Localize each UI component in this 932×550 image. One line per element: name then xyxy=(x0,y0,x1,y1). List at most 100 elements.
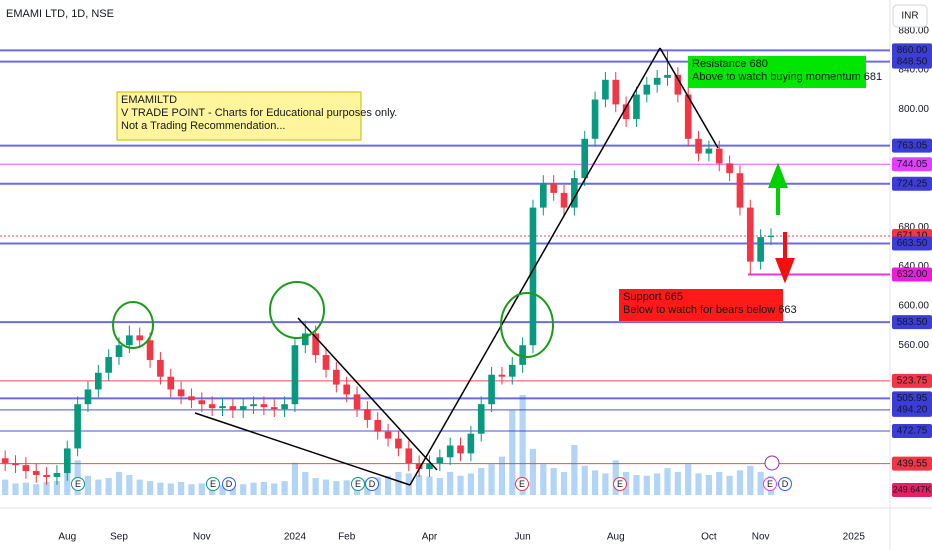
price-label: 744.05 xyxy=(897,159,928,170)
candle-body xyxy=(198,400,206,405)
candle-body xyxy=(353,394,361,410)
volume-bar xyxy=(43,481,50,495)
volume-bar xyxy=(757,471,764,495)
candle-body xyxy=(146,340,154,360)
trendline xyxy=(194,412,411,486)
event-icon xyxy=(778,477,792,491)
candle-body xyxy=(426,463,433,470)
candle-body xyxy=(208,404,216,409)
x-tick-label: Feb xyxy=(338,532,356,543)
volume-bar xyxy=(260,481,267,495)
annotation-text: Support 665 xyxy=(623,291,683,303)
drawings xyxy=(112,47,795,486)
event-icon xyxy=(71,477,85,491)
price-label: 583.50 xyxy=(897,317,928,328)
circle-highlight xyxy=(500,292,554,358)
axes: 880.00 840.00 800.00 680.00 640.00 600.00 560.… xyxy=(58,25,932,543)
annotation-text: V TRADE POINT - Charts for Educational p… xyxy=(121,107,397,119)
candle-body xyxy=(250,404,257,407)
candle-body xyxy=(312,333,319,356)
event-icon xyxy=(515,477,529,491)
annotation-box xyxy=(116,91,362,141)
volume-bar xyxy=(136,479,143,495)
event-letter: D xyxy=(226,479,233,489)
x-tick-label: Sep xyxy=(110,532,128,543)
candle-body xyxy=(415,463,423,470)
trendline xyxy=(297,317,438,471)
candle-body xyxy=(63,448,71,474)
volume-bar xyxy=(322,479,330,495)
candle-body xyxy=(157,359,164,377)
x-tick-label: 2025 xyxy=(843,532,866,543)
price-label-box xyxy=(892,391,932,406)
volume-bar xyxy=(436,478,443,495)
candle-body xyxy=(374,419,382,432)
volume-bar xyxy=(716,471,723,495)
annotation-box xyxy=(619,289,783,321)
price-label: 848.50 xyxy=(897,56,928,67)
price-label: 860.00 xyxy=(897,45,928,56)
candle-body xyxy=(736,173,744,208)
candle-body xyxy=(229,406,237,411)
volume-bar xyxy=(115,471,123,495)
volume-bar xyxy=(53,481,61,495)
trendline xyxy=(409,47,661,486)
event-letter: E xyxy=(210,479,216,489)
x-tick-label: Aug xyxy=(58,532,76,543)
candle-body xyxy=(43,474,50,477)
annotation-text: Below to watch for bears below 663 xyxy=(623,304,797,316)
candle-body xyxy=(270,407,278,410)
volume-bar xyxy=(2,479,9,495)
candle-body xyxy=(343,384,350,395)
candle-body xyxy=(105,357,112,373)
currency-label: INR xyxy=(901,11,918,22)
price-label-box xyxy=(892,456,932,471)
candle-body xyxy=(395,438,402,449)
volume-bar xyxy=(240,484,247,495)
up-arrow xyxy=(768,162,788,215)
volume-bar xyxy=(219,485,226,495)
price-label: 724.25 xyxy=(897,178,928,189)
annotation-box xyxy=(688,56,866,88)
price-label: 505.95 xyxy=(897,393,928,404)
candle-body xyxy=(281,404,288,410)
volume-bar xyxy=(447,471,454,495)
volume-bar xyxy=(695,473,702,495)
volume-bar xyxy=(157,482,164,495)
candle-body xyxy=(32,471,40,475)
price-label-box xyxy=(892,54,932,69)
y-tick-label: 600.00 xyxy=(898,301,929,312)
price-label: 763.05 xyxy=(897,140,928,151)
candle-body xyxy=(633,94,640,120)
event-icon xyxy=(763,477,777,491)
candle-body xyxy=(757,237,764,262)
event-letter: E xyxy=(75,479,81,489)
volume-bar xyxy=(84,475,92,495)
candle-body xyxy=(653,77,661,85)
event-letter: E xyxy=(519,479,525,489)
candle-body xyxy=(322,355,330,370)
candle-body xyxy=(591,99,599,139)
volume-bar xyxy=(612,460,619,495)
volume-bar xyxy=(343,480,350,495)
circle-highlight xyxy=(269,281,325,339)
price-label: 494.20 xyxy=(897,405,928,416)
candle-body xyxy=(674,74,682,95)
candle-body xyxy=(74,404,81,449)
candle-body xyxy=(405,448,413,464)
volume-bar xyxy=(654,473,661,495)
candle-body xyxy=(726,163,733,174)
candle-body xyxy=(291,345,299,405)
candle-body xyxy=(519,345,526,365)
event-icon xyxy=(222,477,236,491)
volume-bar xyxy=(509,410,516,495)
currency-button[interactable] xyxy=(892,4,928,28)
chart-header: EMAMI LTD, 1D, NSE xyxy=(6,8,114,20)
volume-bar xyxy=(281,481,288,495)
candle-body xyxy=(767,236,775,238)
candle-body xyxy=(581,138,589,179)
candle-body xyxy=(219,406,226,409)
volume-bar xyxy=(416,475,423,495)
